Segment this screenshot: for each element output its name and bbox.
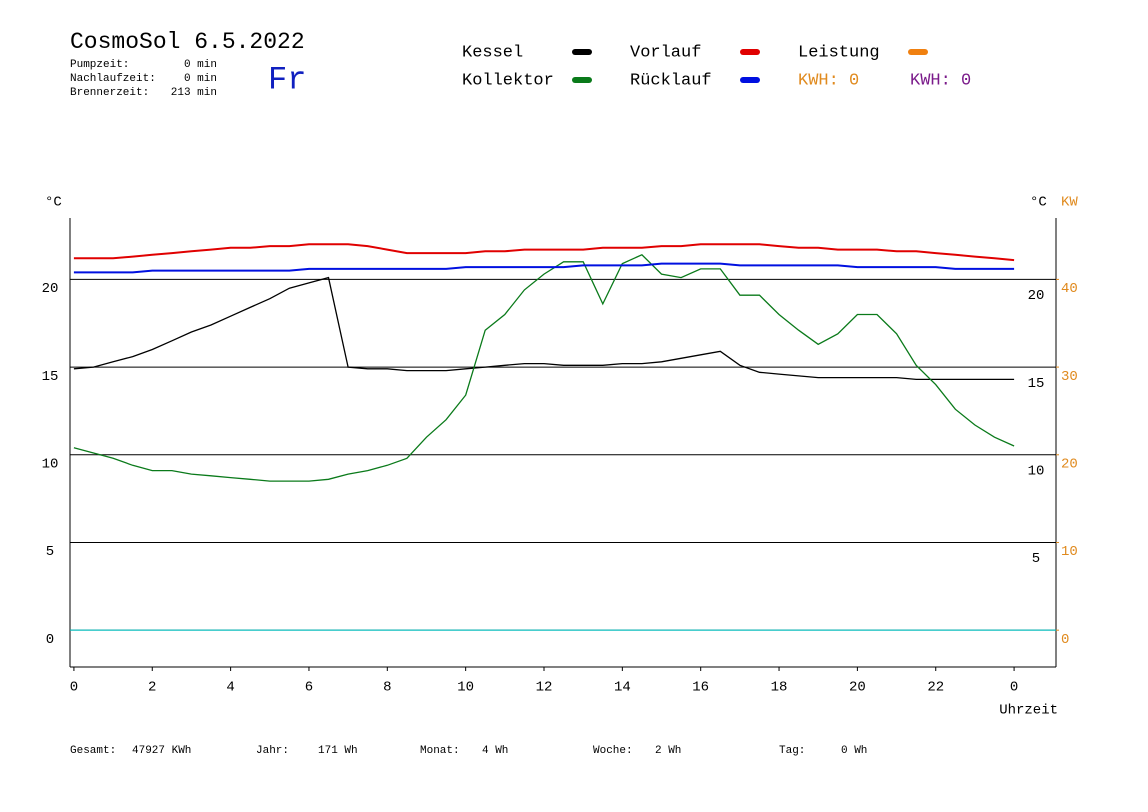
y2-tick-label: 0 <box>1061 632 1069 648</box>
x-tick-label: 4 <box>226 680 234 696</box>
x-tick-label: 14 <box>614 680 631 696</box>
y-tick-label-right: 10 <box>1028 463 1045 479</box>
y-tick-label: 5 <box>46 544 54 560</box>
x-axis-label: Uhrzeit <box>999 703 1058 719</box>
total-value: 47927 KWh <box>132 745 191 757</box>
x-tick-label: 6 <box>305 680 313 696</box>
legend-label: Kollektor <box>462 71 554 90</box>
y2-tick-label: 40 <box>1061 281 1078 297</box>
y-tick-label-right: 15 <box>1028 376 1045 392</box>
x-tick-label: 12 <box>536 680 553 696</box>
y2-axis-label: °C <box>1030 195 1047 211</box>
total-label: Tag: <box>779 745 805 757</box>
x-tick-label: 16 <box>692 680 709 696</box>
title: CosmoSol 6.5.2022 <box>70 29 305 55</box>
total-label: Monat: <box>420 745 460 757</box>
legend-label: Kessel <box>462 43 523 62</box>
stat-label: Brennerzeit: <box>70 87 149 99</box>
series-line <box>73 243 1015 262</box>
kwh-label: KWH: 0 <box>910 71 971 90</box>
stat-value: 0 min <box>184 73 217 85</box>
weekday: Fr <box>268 61 306 98</box>
total-value: 4 Wh <box>482 745 508 757</box>
y2-tick-label: 20 <box>1061 456 1078 472</box>
stat-value: 0 min <box>184 59 217 71</box>
y-axis-label: °C <box>45 195 62 211</box>
total-value: 171 Wh <box>318 745 358 757</box>
y-tick-label: 20 <box>42 281 59 297</box>
x-tick-label: 18 <box>771 680 788 696</box>
legend-label: Rücklauf <box>630 71 712 90</box>
total-value: 2 Wh <box>655 745 681 757</box>
y2-tick-label: 30 <box>1061 369 1078 385</box>
y-tick-label: 10 <box>42 456 59 472</box>
y-tick-label: 0 <box>46 632 54 648</box>
stat-label: Nachlaufzeit: <box>70 73 156 85</box>
stat-value: 213 min <box>171 87 217 99</box>
stat-label: Pumpzeit: <box>70 59 129 71</box>
legend-label: Vorlauf <box>630 43 701 62</box>
x-tick-label: 8 <box>383 680 391 696</box>
x-tick-label: 2 <box>148 680 156 696</box>
y-tick-label-right: 5 <box>1032 551 1040 567</box>
x-tick-label: 22 <box>927 680 944 696</box>
x-tick-label: 20 <box>849 680 866 696</box>
total-label: Woche: <box>593 745 633 757</box>
x-tick-label: 10 <box>457 680 474 696</box>
series-line <box>73 254 1015 482</box>
total-value: 0 Wh <box>841 745 867 757</box>
y2-unit-label: KW <box>1061 195 1078 211</box>
series-line <box>73 276 1015 381</box>
y2-tick-label: 10 <box>1061 544 1078 560</box>
total-label: Gesamt: <box>70 745 116 757</box>
legend-label: Leistung <box>798 43 880 62</box>
y-tick-label-right: 20 <box>1028 288 1045 304</box>
x-tick-label: 0 <box>70 680 78 696</box>
kwh-label: KWH: 0 <box>798 71 859 90</box>
x-tick-label: 0 <box>1010 680 1018 696</box>
y-tick-label: 15 <box>42 369 59 385</box>
series-line <box>73 262 1015 274</box>
total-label: Jahr: <box>256 745 289 757</box>
